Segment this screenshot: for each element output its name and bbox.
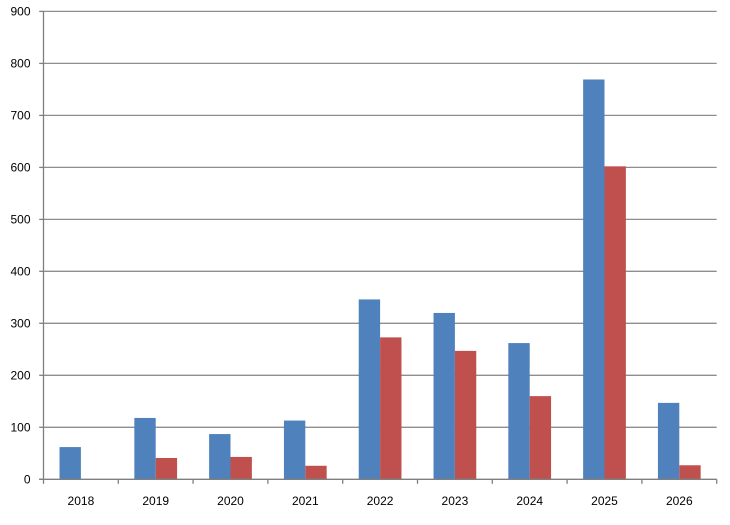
- svg-text:2019: 2019: [142, 494, 169, 508]
- svg-text:2023: 2023: [442, 494, 469, 508]
- svg-text:2020: 2020: [217, 494, 244, 508]
- svg-text:400: 400: [10, 265, 30, 279]
- svg-text:2022: 2022: [367, 494, 394, 508]
- svg-text:2018: 2018: [68, 494, 95, 508]
- svg-text:800: 800: [10, 57, 30, 71]
- svg-text:2026: 2026: [666, 494, 693, 508]
- svg-text:300: 300: [10, 317, 30, 331]
- svg-text:200: 200: [10, 369, 30, 383]
- svg-text:700: 700: [10, 109, 30, 123]
- svg-text:100: 100: [10, 421, 30, 435]
- svg-text:2025: 2025: [591, 494, 618, 508]
- svg-text:900: 900: [10, 5, 30, 19]
- svg-text:2021: 2021: [292, 494, 319, 508]
- svg-text:600: 600: [10, 161, 30, 175]
- svg-text:500: 500: [10, 213, 30, 227]
- svg-text:2024: 2024: [516, 494, 543, 508]
- svg-text:0: 0: [24, 473, 31, 487]
